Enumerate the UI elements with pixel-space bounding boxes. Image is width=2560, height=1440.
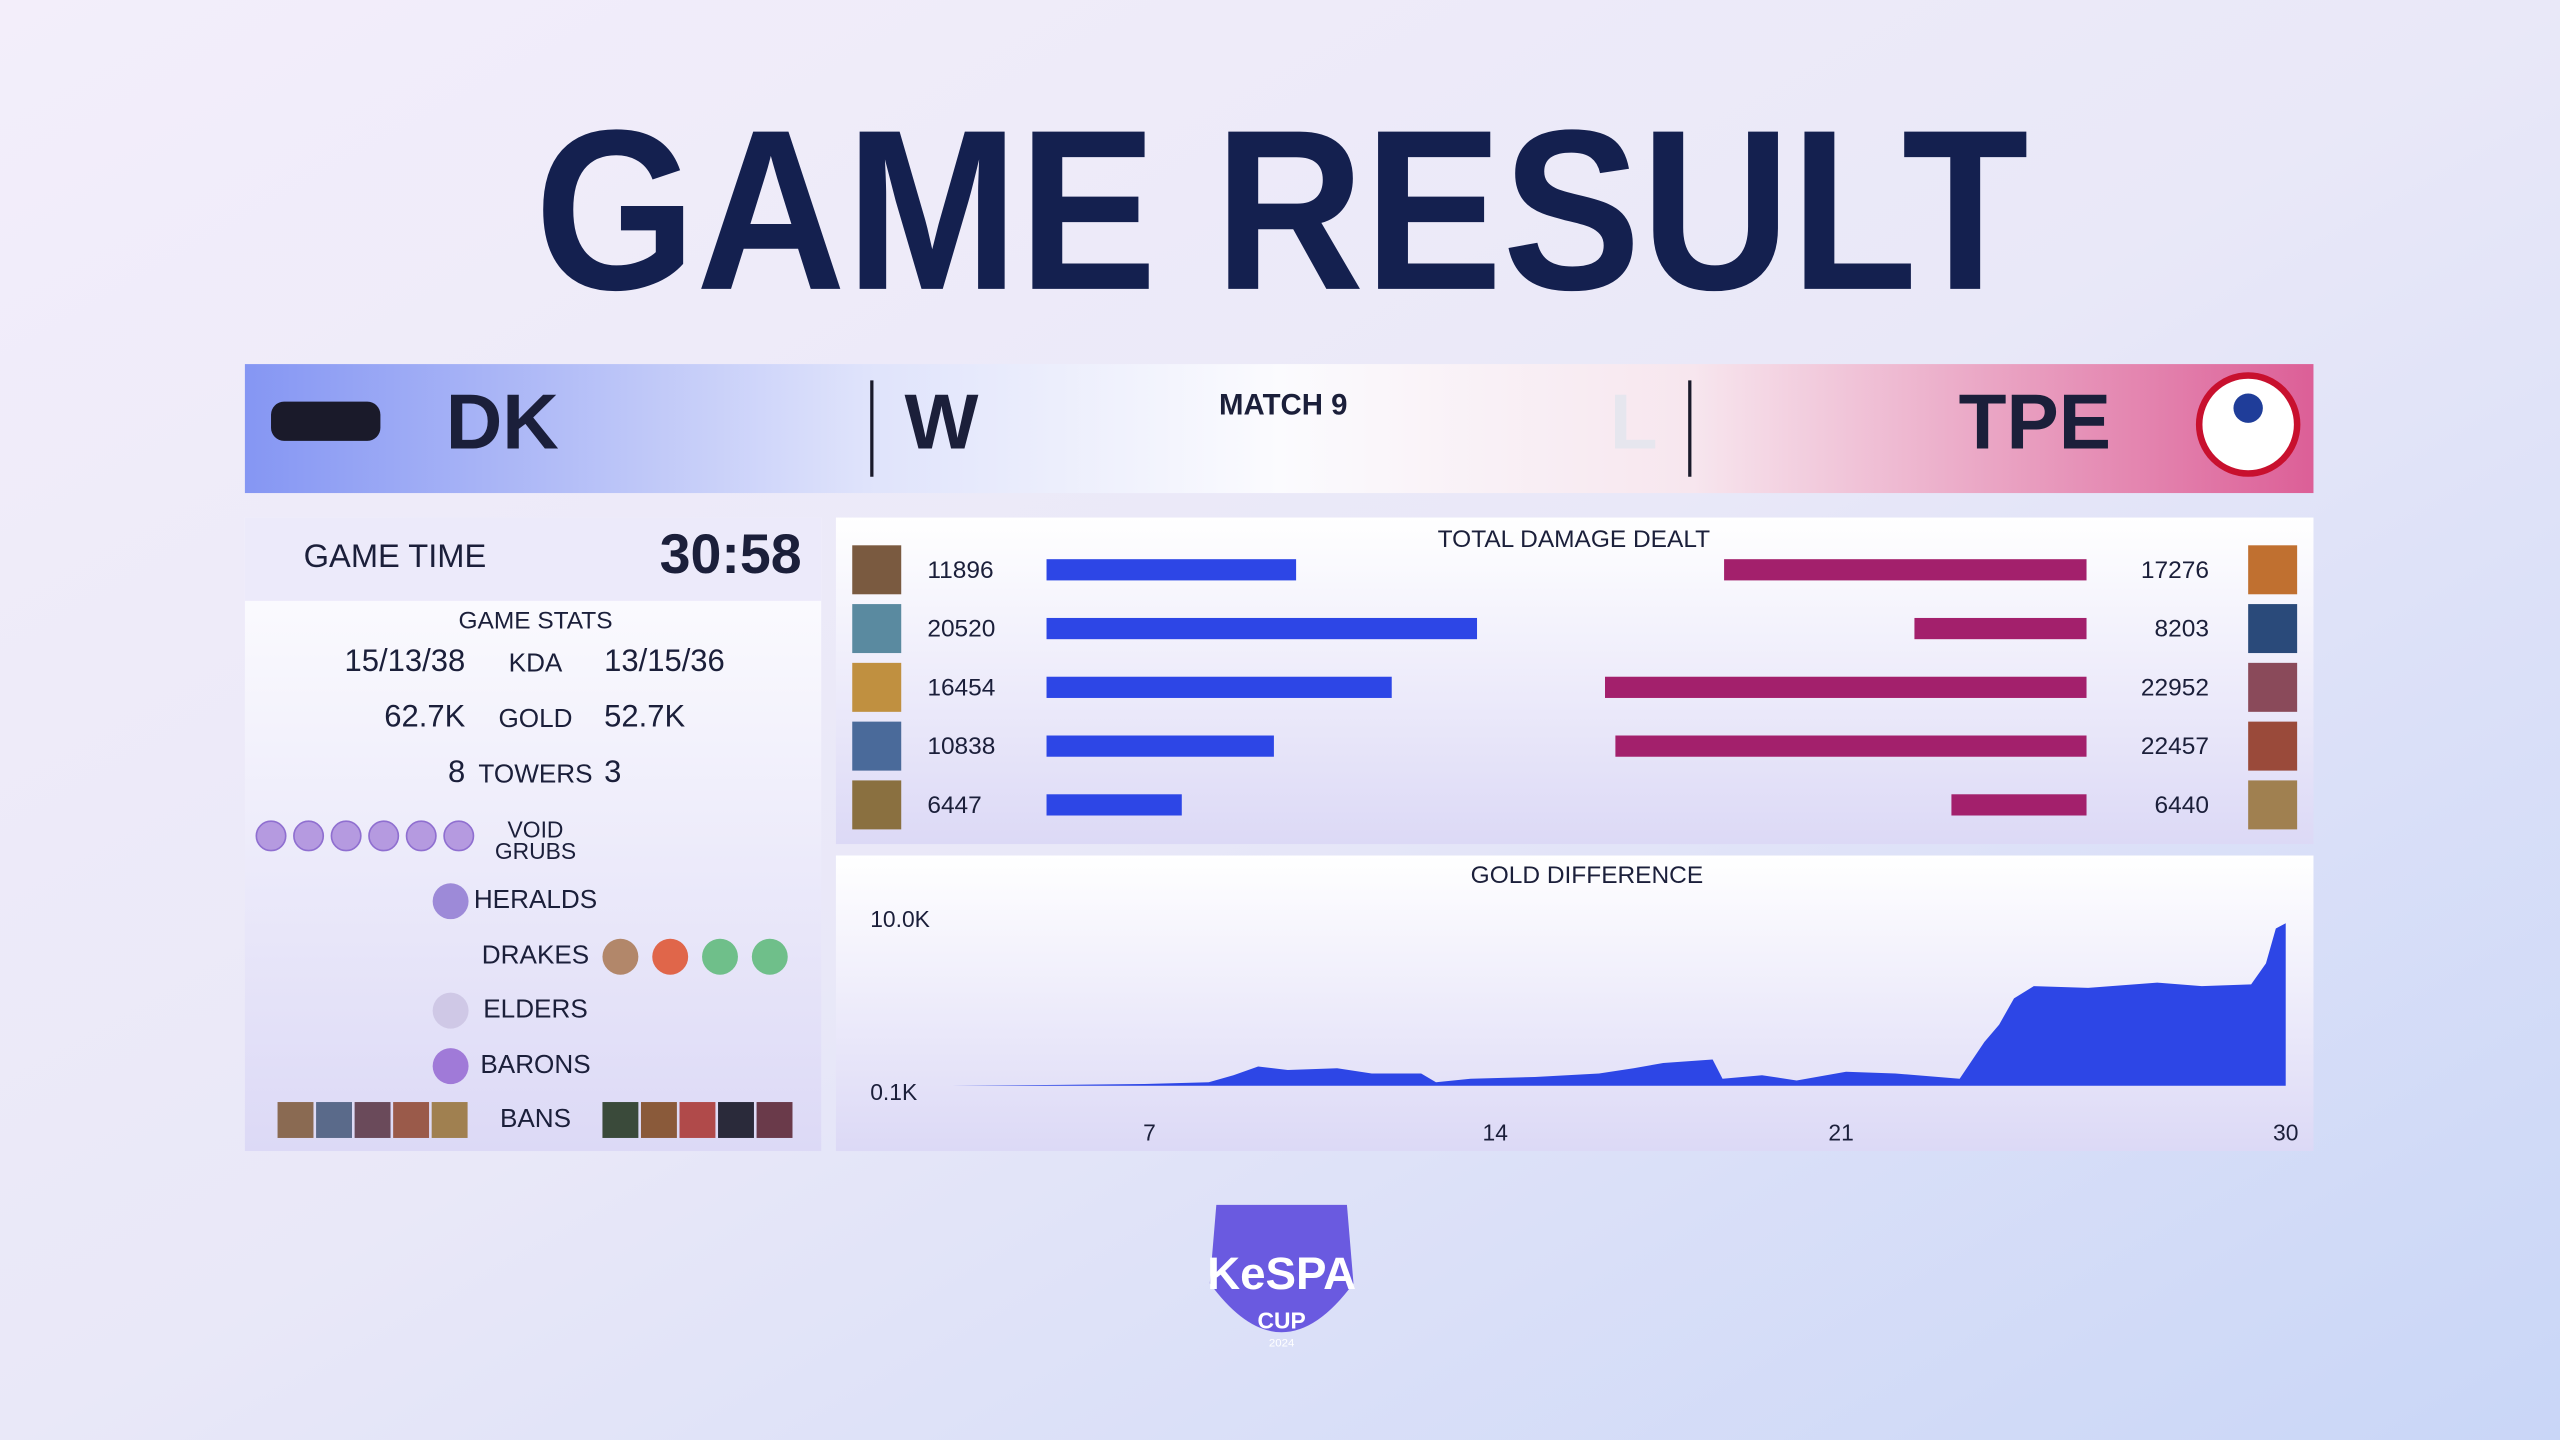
damage-bar-right <box>1605 676 2087 698</box>
champion-portrait <box>2248 780 2298 830</box>
damage-right-value: 8203 <box>2155 616 2209 643</box>
damage-left-value: 20520 <box>927 616 995 643</box>
baron-icon <box>432 1048 469 1085</box>
right-team: TPE <box>1959 377 2111 465</box>
damage-left-value: 16454 <box>927 674 995 701</box>
ban-portrait <box>602 1102 639 1138</box>
stat-label: KDA <box>509 647 563 677</box>
drake-icon <box>602 938 639 975</box>
damage-left-value: 10838 <box>927 733 995 760</box>
ban-portrait <box>756 1102 793 1138</box>
dk-logo <box>271 401 381 441</box>
game-time-label: GAME TIME <box>304 537 487 574</box>
ban-portrait <box>640 1102 677 1138</box>
damage-bar-left <box>1046 794 1182 816</box>
stat-left: 8 <box>448 754 465 789</box>
damage-bar-left <box>1046 559 1297 581</box>
ban-portrait <box>354 1102 391 1138</box>
gold-title: GOLD DIFFERENCE <box>1471 862 1703 889</box>
left-team: DK <box>446 377 559 465</box>
damage-right-value: 6440 <box>2155 792 2209 819</box>
damage-bar-right <box>1951 794 2087 816</box>
drake-icon <box>751 938 788 975</box>
title: GAME RESULT <box>535 83 2029 338</box>
ban-portrait <box>316 1102 352 1138</box>
damage-bar-left <box>1046 676 1392 698</box>
ban-portrait <box>679 1102 716 1138</box>
gold-difference-area <box>951 923 2286 1086</box>
game-time-row <box>244 517 822 601</box>
drake-icon <box>702 938 738 975</box>
stat-label: TOWERS <box>478 758 592 788</box>
void-grub-icon <box>443 820 475 852</box>
ban-portrait <box>393 1102 430 1138</box>
ban-portrait <box>431 1102 468 1138</box>
damage-bar-left <box>1046 617 1478 640</box>
damage-bar-right <box>1615 735 2087 757</box>
champion-portrait <box>852 662 902 712</box>
logo-sub: CUP <box>1258 1307 1306 1333</box>
damage-right-value: 17276 <box>2141 557 2209 584</box>
void-grub-icon <box>405 820 437 852</box>
objective-label: BARONS <box>480 1049 590 1079</box>
stat-right: 3 <box>604 754 621 789</box>
damage-left-value: 11896 <box>927 557 993 584</box>
damage-title: TOTAL DAMAGE DEALT <box>1438 526 1710 553</box>
champion-portrait <box>852 721 902 771</box>
kespa-logo <box>1209 1204 1354 1333</box>
stat-left: 62.7K <box>384 699 465 734</box>
damage-bar-left <box>1046 735 1274 757</box>
champion-portrait <box>852 545 902 595</box>
champion-portrait <box>2248 545 2298 595</box>
match-label: MATCH 9 <box>1219 388 1347 421</box>
game-time-value: 30:58 <box>660 523 802 585</box>
damage-left-value: 6447 <box>927 792 981 819</box>
ban-portrait <box>718 1102 754 1138</box>
stat-left: 15/13/38 <box>345 643 466 678</box>
left-result: W <box>904 377 978 465</box>
tpe-logo-sun <box>2233 393 2263 423</box>
y-tick-label: 10.0K <box>870 906 930 932</box>
stat-label: GOLD <box>499 703 573 733</box>
objective-label: BANS <box>500 1103 571 1133</box>
x-tick-label: 14 <box>1483 1120 1509 1146</box>
drake-icon <box>652 938 689 975</box>
objective-label: HERALDS <box>474 884 597 914</box>
x-tick-label: 21 <box>1828 1120 1853 1146</box>
void-grub-icon <box>330 820 362 852</box>
game-stats-title: GAME STATS <box>458 608 612 635</box>
stat-right: 13/15/36 <box>604 643 725 678</box>
champion-portrait <box>852 780 902 830</box>
damage-bar-right <box>1914 617 2087 640</box>
champion-portrait <box>2248 662 2298 712</box>
damage-right-value: 22952 <box>2141 674 2209 701</box>
y-tick-label: 0.1K <box>870 1079 917 1105</box>
elder-icon <box>432 992 469 1029</box>
damage-right-value: 22457 <box>2141 733 2209 760</box>
stat-right: 52.7K <box>604 699 685 734</box>
tpe-logo <box>2195 372 2301 477</box>
void-grub-icon <box>368 820 400 852</box>
logo-name: KeSPA <box>1207 1248 1356 1299</box>
objective-label: ELDERS <box>483 994 587 1024</box>
ban-portrait <box>277 1102 314 1138</box>
right-result: L <box>1610 377 1658 465</box>
header-bar <box>244 364 2314 494</box>
herald-icon <box>432 883 469 920</box>
objective-label: VOID GRUBS <box>494 819 577 864</box>
void-grub-icon <box>293 820 325 852</box>
x-tick-label: 7 <box>1143 1120 1156 1146</box>
objective-label: DRAKES <box>482 940 589 970</box>
void-grub-icon <box>255 820 287 852</box>
damage-bar-right <box>1724 559 2087 581</box>
logo-year: 2024 <box>1269 1338 1295 1350</box>
objective-text: VOID GRUBS <box>494 819 577 864</box>
champion-portrait <box>2248 721 2298 771</box>
champion-portrait <box>852 604 902 654</box>
x-tick-label: 30 <box>2273 1120 2298 1146</box>
champion-portrait <box>2248 604 2298 654</box>
